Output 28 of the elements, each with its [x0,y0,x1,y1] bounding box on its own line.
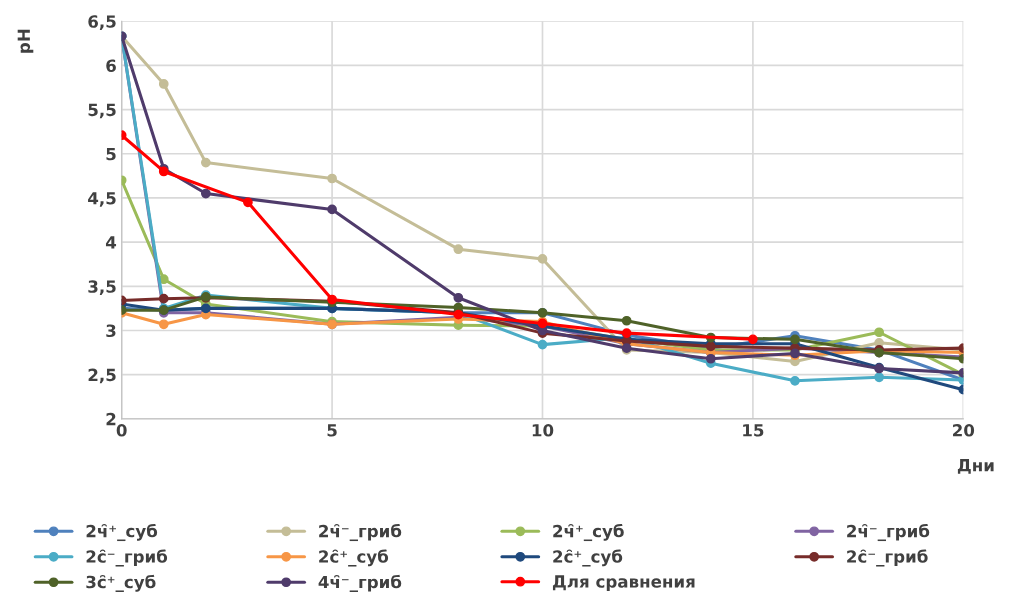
legend-label: 3с̑⁺_суб [86,574,156,592]
legend-label: 2ч̑⁺_суб [86,523,158,542]
legend-label: 2ч̑⁻_гриб [847,523,930,542]
y-tick-label: 3,5 [88,280,116,295]
y-tick-label: 4,5 [88,192,116,207]
x-tick-label: 0 [116,423,127,437]
y-tick-label: 6 [106,59,116,72]
legend-label: 4ч̑⁻_гриб [318,574,402,592]
y-axis-title: pH [17,29,34,53]
legend-label: 2ч̑⁺_суб [553,523,624,542]
legend-label: Для сравнения [552,575,695,591]
y-tick-label: 5 [106,147,116,161]
y-tick-label: 2 [106,412,116,426]
y-tick-label: 2,5 [88,368,116,384]
y-tick-label: 5,5 [88,103,116,119]
legend-label: 2с̑⁻_гриб [86,549,168,567]
x-tick-label: 20 [953,423,975,437]
y-tick-label: 3 [106,324,116,338]
legend-label: 2ч̑⁻_гриб [319,523,402,542]
y-tick-label: 4 [105,236,117,249]
y-tick-label: 6,5 [88,15,116,30]
legend-label: 2с̑⁻_гриб [847,549,928,567]
x-tick-label: 10 [532,423,554,437]
legend-label: 2с̑⁺_суб [553,549,623,567]
legend-label: 2с̑⁺_суб [319,549,389,567]
x-tick-label: 5 [327,424,337,437]
x-axis-title: Дни [957,459,994,474]
x-tick-label: 15 [743,424,764,437]
